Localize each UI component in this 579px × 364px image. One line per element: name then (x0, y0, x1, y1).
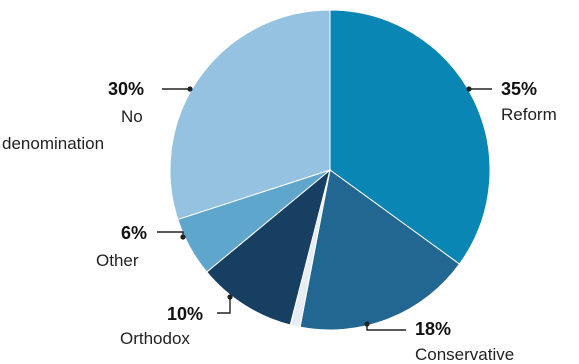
label-group-reform: 35% Reform (466, 79, 557, 124)
leader-dot-conservative (364, 321, 370, 327)
label-group-other: 6% Other (96, 223, 186, 270)
pie-slices (169, 9, 491, 331)
pie-slice-conservative (299, 169, 461, 331)
slice-label-no-denomination-line1: No (121, 107, 143, 126)
slice-percent-no-denomination: 30% (108, 79, 144, 99)
pie-slice-reform (329, 9, 491, 265)
slice-label-reform: Reform (501, 105, 557, 124)
slice-label-other: Other (96, 251, 139, 270)
label-group-orthodox: 10% Orthodox (120, 294, 233, 348)
leader-line-other (157, 231, 184, 237)
slice-percent-orthodox: 10% (167, 304, 203, 324)
slice-percent-conservative: 18% (415, 319, 451, 339)
slice-label-no-denomination-line2: denomination (2, 134, 104, 153)
label-group-conservative: 18% Conservative (364, 319, 514, 364)
leader-dot-no-denomination (187, 86, 193, 92)
slice-label-conservative: Conservative (415, 345, 514, 364)
slice-percent-reform: 35% (501, 79, 537, 99)
leader-dot-orthodox (227, 294, 233, 300)
leader-dot-other (180, 234, 186, 240)
pie-slice-no-denomination (169, 9, 331, 221)
label-group-no-denomination: 30% No denomination (2, 79, 193, 153)
leader-dot-reform (466, 86, 472, 92)
leader-line-conservative (366, 324, 406, 331)
leader-line-orthodox (217, 297, 231, 314)
slice-percent-other: 6% (121, 223, 147, 243)
pie-slice-orthodox (206, 168, 331, 326)
slice-label-orthodox: Orthodox (120, 329, 190, 348)
